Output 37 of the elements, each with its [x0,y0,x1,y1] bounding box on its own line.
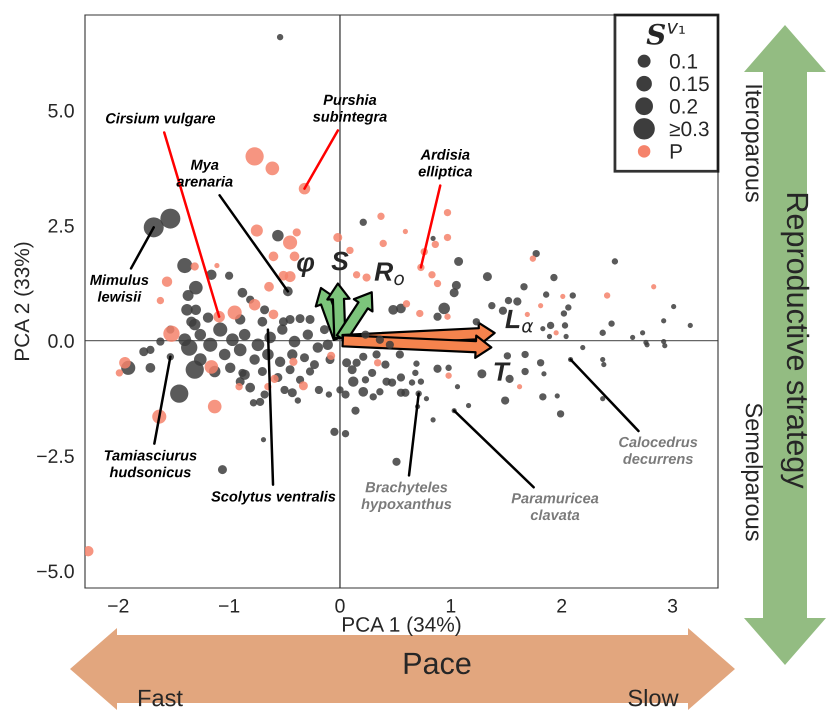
annotation: T [494,362,511,381]
annotation: Calocedrus decurrens [619,436,698,464]
y-tick-label: 5.0 [48,104,74,118]
x-tick-label: 2 [557,598,566,613]
legend-label: ≥0.3 [670,122,709,136]
y-tick-label: 0.0 [48,334,74,348]
x-tick-label: 3 [668,598,678,613]
annotation: Cirsium vulgare [106,112,216,126]
legend-title: S$^{v₁}$ [646,23,685,45]
y-tick-label: 2.5 [48,218,74,233]
y-tick-label: −5.0 [37,564,74,578]
text: Fast [138,690,183,706]
legend-label: P [670,144,682,159]
annotation: Brachyteles hypoxanthus [361,482,452,512]
text: Iteroparous [740,85,762,202]
text: Slow [628,688,679,706]
annotation: Tamiasciurus hudsonicus [104,450,197,478]
x-tick-label: 1 [446,599,456,613]
text: Pace [404,652,470,674]
annotation: Mimulus lewisii [90,274,148,302]
annotation: φ [297,257,314,277]
x-axis-title: PCA 1 (34%) [342,616,460,636]
annotation: Ardisia elliptica [418,149,472,180]
legend-label: 0.1 [670,54,698,69]
y-axis-title: PCA 2 (33%) [14,242,34,360]
legend-label: 0.15 [670,76,709,92]
x-tick-label: 0 [335,598,345,613]
annotation: R$_{o}$ [374,262,404,286]
legend-label: 0.2 [670,98,698,114]
text: Semelparous [740,404,764,541]
y-tick-label: −2.5 [37,449,74,464]
annotation: Scolytus ventralis [211,490,336,505]
x-tick-label: −2 [108,598,128,613]
x-tick-label: −1 [218,599,240,613]
annotation: L$_{α}$ [505,310,534,333]
text: Reproductive strategy [780,194,810,489]
annotation: Paramuricea clavata [512,492,598,520]
